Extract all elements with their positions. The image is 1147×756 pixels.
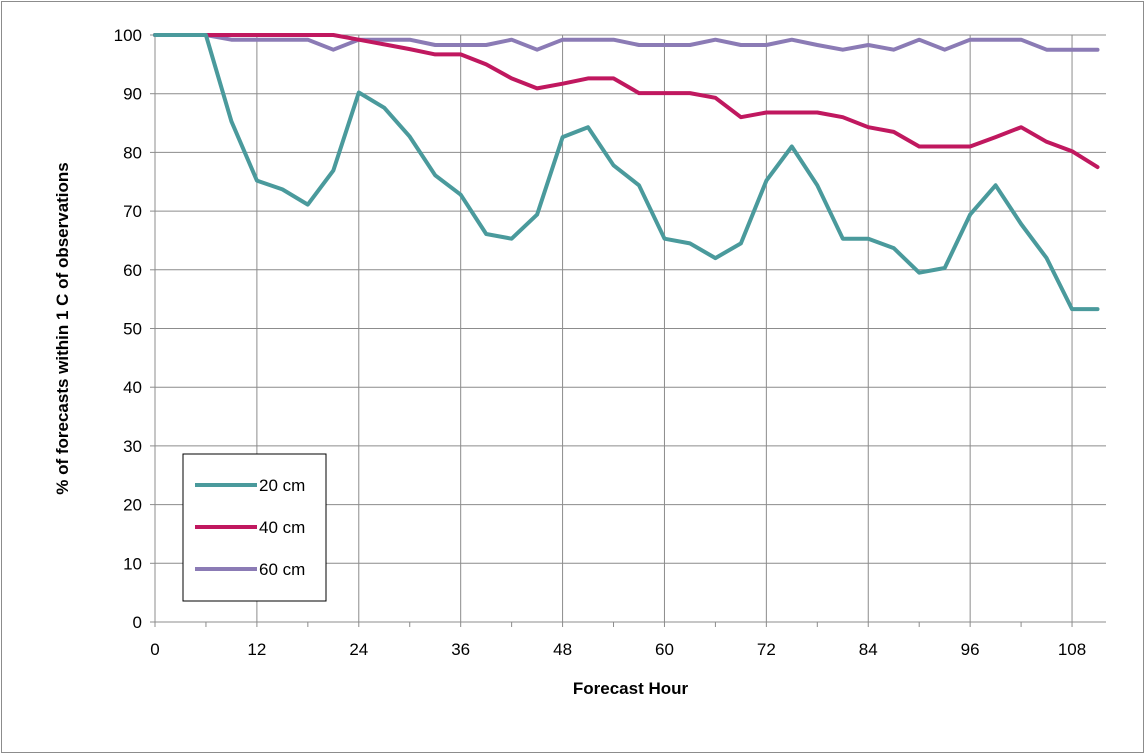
x-tick-label-8: 96	[961, 640, 980, 659]
legend-label-60-cm: 60 cm	[259, 560, 305, 579]
series-line-20-cm	[153, 33, 1100, 312]
y-tick-label-10: 100	[114, 26, 142, 45]
x-tick-label-1: 12	[247, 640, 266, 659]
y-tick-label-6: 60	[123, 261, 142, 280]
x-tick-label-3: 36	[451, 640, 470, 659]
series-line-60-cm	[153, 33, 1100, 52]
axes	[150, 34, 1106, 627]
legend: 20 cm 40 cm 60 cm	[182, 453, 327, 602]
y-tick-labels: 0 10 20 30 40 50 60 70 80 90 100	[114, 26, 142, 632]
y-tick-label-7: 70	[123, 202, 142, 221]
gridlines	[155, 34, 1106, 622]
x-tick-label-4: 48	[553, 640, 572, 659]
y-axis-title: % of forecasts within 1 C of observation…	[53, 162, 72, 495]
x-tick-label-5: 60	[655, 640, 674, 659]
legend-label-20-cm: 20 cm	[259, 476, 305, 495]
y-tick-label-5: 50	[123, 320, 142, 339]
y-tick-label-1: 10	[123, 554, 142, 573]
x-tick-labels: 0 12 24 36 48 60 72 84 96 108	[150, 640, 1086, 659]
x-tick-label-7: 84	[859, 640, 878, 659]
y-tick-label-8: 80	[123, 143, 142, 162]
y-tick-label-3: 30	[123, 437, 142, 456]
x-tick-label-2: 24	[349, 640, 368, 659]
y-tick-label-9: 90	[123, 85, 142, 104]
y-tick-label-2: 20	[123, 496, 142, 515]
y-tick-label-0: 0	[133, 613, 142, 632]
y-tick-label-4: 40	[123, 378, 142, 397]
x-tick-label-6: 72	[757, 640, 776, 659]
x-axis-title: Forecast Hour	[573, 679, 689, 698]
series-lines	[153, 33, 1100, 312]
x-tick-label-9: 108	[1058, 640, 1086, 659]
legend-label-40-cm: 40 cm	[259, 518, 305, 537]
series-line-40-cm	[153, 33, 1100, 170]
x-tick-label-0: 0	[150, 640, 159, 659]
